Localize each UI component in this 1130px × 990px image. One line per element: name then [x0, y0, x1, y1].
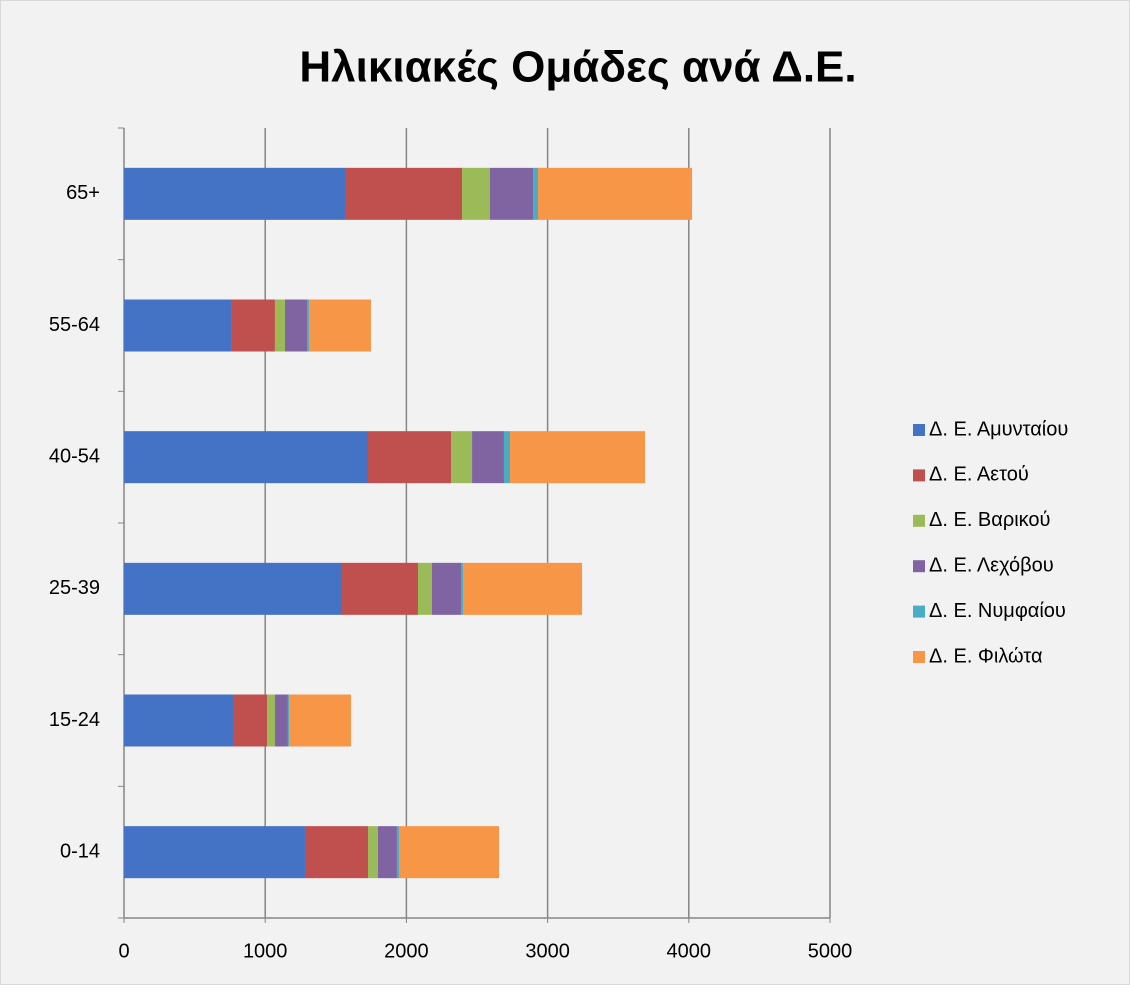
x-tick-label: 5000 — [808, 940, 853, 962]
bar-segment — [289, 694, 352, 747]
bar-segment — [124, 826, 306, 879]
y-tick-label: 25-39 — [49, 577, 100, 599]
bar-segment — [124, 562, 343, 615]
legend-label: Δ. Ε. Νυμφαίου — [929, 600, 1066, 622]
legend-label: Δ. Ε. Φιλώτα — [929, 645, 1043, 667]
bar-segment — [284, 299, 307, 352]
bar-segment — [503, 431, 511, 484]
bar-segment — [274, 299, 285, 352]
bar-segment — [267, 694, 275, 747]
bar-segment — [417, 562, 432, 615]
legend-swatch — [913, 514, 925, 527]
bar-segment — [306, 299, 309, 352]
legend-label: Δ. Ε. Αμυνταίου — [929, 418, 1068, 440]
bar-segment — [489, 167, 534, 220]
bar-segment — [463, 562, 583, 615]
x-tick-label: 2000 — [384, 940, 429, 962]
legend-swatch — [913, 651, 925, 663]
bar-segment — [462, 167, 490, 220]
legend-swatch — [913, 424, 925, 436]
y-tick-label: 65+ — [66, 182, 100, 204]
bar-segment — [124, 694, 234, 747]
bar-segment — [510, 431, 646, 484]
bar-segment — [305, 826, 368, 879]
bar-segment — [231, 299, 275, 352]
bar-segment — [451, 431, 473, 484]
bar-segment — [233, 694, 268, 747]
legend-label: Δ. Ε. Αετού — [929, 464, 1029, 486]
bar-segment — [124, 299, 232, 352]
legend-swatch — [913, 560, 925, 573]
y-tick-label: 15-24 — [49, 709, 100, 731]
bar-segment — [274, 694, 288, 747]
x-tick-label: 4000 — [667, 940, 712, 962]
chart-title: Ηλικιακές Ομάδες ανά Δ.Ε. — [299, 43, 856, 92]
bar-segment — [472, 431, 504, 484]
bar-segment — [533, 167, 538, 220]
bar-segment — [287, 694, 290, 747]
bar-segment — [124, 431, 368, 484]
legend-label: Δ. Ε. Λεχόβου — [929, 554, 1054, 576]
x-tick-label: 0 — [118, 940, 129, 962]
bar-segment — [345, 167, 463, 220]
bar-segment — [537, 167, 693, 220]
bar-segment — [342, 562, 418, 615]
bar-segment — [399, 826, 500, 879]
y-tick-label: 40-54 — [49, 445, 100, 467]
legend-swatch — [913, 605, 925, 618]
bar-segment — [378, 826, 397, 879]
bar-segment — [461, 562, 464, 615]
bar-segment — [124, 167, 346, 220]
bar-segment — [367, 826, 379, 879]
legend-swatch — [913, 469, 925, 482]
y-tick-label: 0-14 — [60, 840, 100, 862]
bar-segment — [367, 431, 452, 484]
x-tick-label: 1000 — [243, 940, 288, 962]
bar-segment — [308, 299, 371, 352]
y-tick-label: 55-64 — [49, 314, 100, 336]
bar-segment — [396, 826, 400, 879]
bar-segment — [431, 562, 462, 615]
legend-label: Δ. Ε. Βαρικού — [929, 509, 1050, 531]
x-tick-label: 3000 — [525, 940, 570, 962]
